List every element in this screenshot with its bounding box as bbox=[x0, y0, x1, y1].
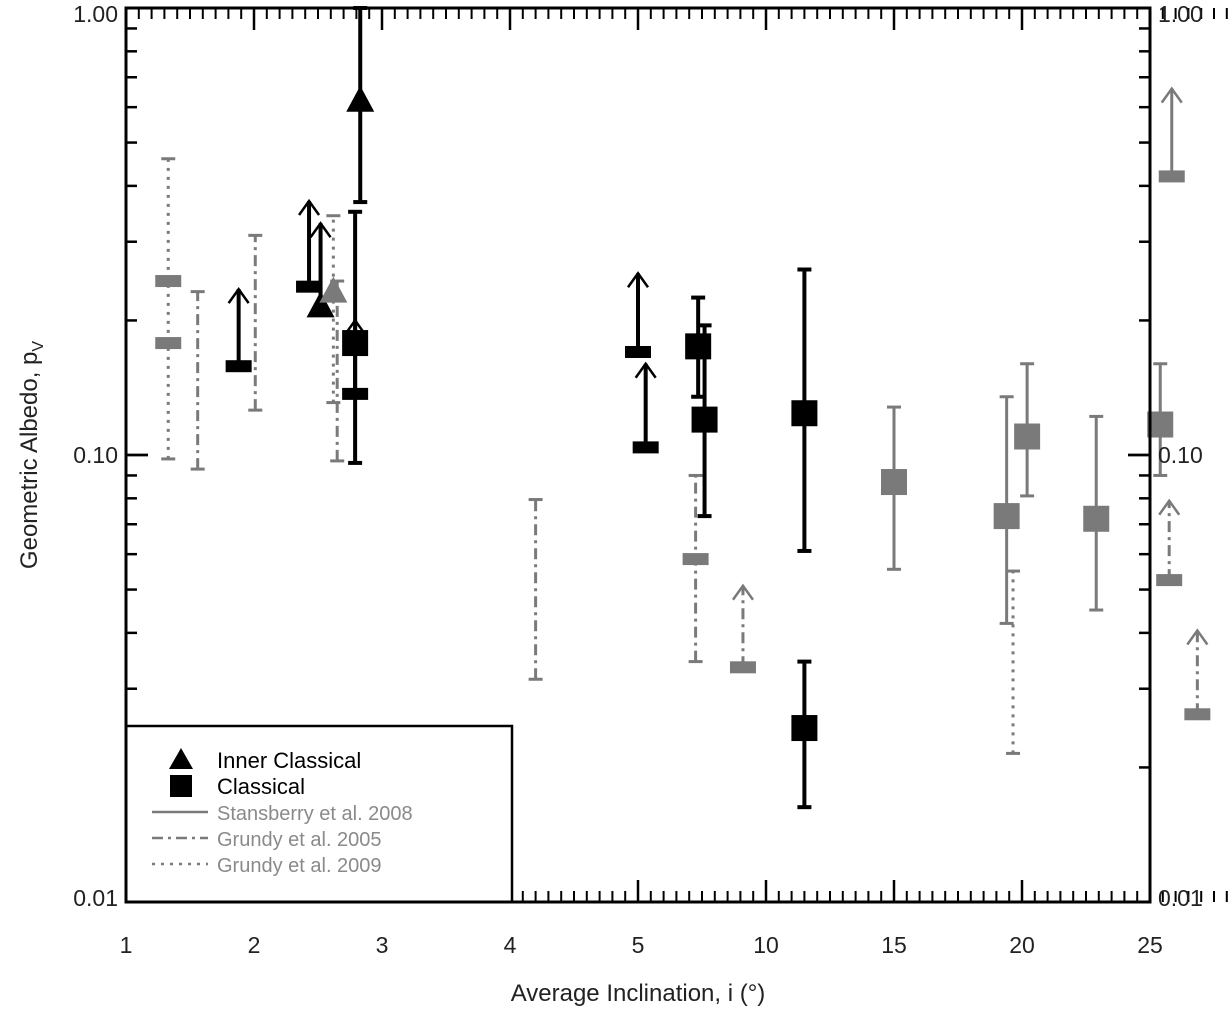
limit-arrow-head bbox=[1160, 86, 1183, 104]
data-point bbox=[346, 6, 375, 205]
y-axis-label-main: Geometric Albedo, p bbox=[16, 352, 43, 569]
legend-label: Grundy et al. 2005 bbox=[217, 829, 382, 851]
bar-marker bbox=[632, 441, 659, 454]
legend-triangle-symbol bbox=[169, 748, 193, 769]
bar-marker bbox=[342, 387, 369, 400]
data-point bbox=[190, 290, 205, 471]
x-tick-label: 3 bbox=[376, 932, 389, 958]
square-marker bbox=[691, 406, 718, 433]
bar-marker bbox=[296, 280, 323, 293]
square-marker bbox=[1147, 411, 1174, 438]
legend-label: Inner Classical bbox=[217, 748, 361, 773]
y-axis-label-sub: V bbox=[30, 341, 47, 352]
data-point bbox=[155, 337, 182, 350]
limit-arrow-head bbox=[626, 271, 650, 289]
triangle-marker bbox=[319, 276, 348, 303]
bar-marker bbox=[729, 661, 756, 674]
y-axis-label: Geometric Albedo, pV bbox=[16, 341, 47, 569]
limit-arrow-head bbox=[1186, 628, 1209, 646]
x-tick-label: 5 bbox=[632, 932, 645, 958]
data-point bbox=[1006, 569, 1021, 755]
data-point bbox=[1083, 414, 1110, 612]
data-point bbox=[306, 221, 335, 318]
x-tick-labels: 12345101520253035 bbox=[120, 932, 1163, 958]
limit-arrow-head bbox=[1158, 498, 1181, 516]
square-marker bbox=[791, 715, 818, 742]
triangle-marker bbox=[306, 291, 335, 318]
legend-label: Classical bbox=[217, 774, 305, 799]
limit-arrow-head bbox=[227, 286, 250, 304]
x-tick-label: 10 bbox=[753, 932, 779, 958]
legend-label: Grundy et al. 2009 bbox=[217, 855, 382, 877]
data-point bbox=[993, 395, 1020, 625]
square-marker bbox=[881, 469, 907, 496]
bar-marker bbox=[682, 553, 709, 566]
data-point bbox=[1158, 86, 1185, 183]
bar-marker bbox=[625, 345, 651, 358]
data-point bbox=[1156, 498, 1183, 587]
data-point bbox=[881, 405, 907, 571]
bar-marker bbox=[155, 337, 182, 350]
data-point bbox=[791, 267, 818, 553]
x-tick-label: 15 bbox=[881, 932, 907, 958]
data-point bbox=[528, 498, 543, 681]
bar-marker bbox=[1156, 574, 1183, 587]
data-point bbox=[691, 323, 718, 519]
y-tick-label-right: 0.10 bbox=[1158, 442, 1203, 468]
bar-marker bbox=[155, 275, 182, 288]
y-tick-label-right: 1.00 bbox=[1158, 1, 1203, 27]
limit-arrow-head bbox=[309, 221, 332, 238]
data-point bbox=[248, 233, 263, 412]
data-point bbox=[632, 361, 659, 454]
y-tick-label: 0.01 bbox=[73, 885, 118, 911]
y-tick-label: 0.10 bbox=[73, 442, 118, 468]
legend-label: Stansberry et al. 2008 bbox=[217, 803, 413, 825]
data-point bbox=[1147, 362, 1174, 477]
square-marker bbox=[1014, 423, 1041, 450]
data-point bbox=[225, 286, 252, 373]
triangle-marker bbox=[346, 85, 375, 112]
bar-marker bbox=[225, 360, 252, 373]
limit-arrow-head bbox=[634, 361, 657, 379]
x-tick-label: 4 bbox=[504, 932, 517, 958]
plot-frame bbox=[124, 6, 1152, 904]
data-point bbox=[1184, 628, 1211, 721]
x-tick-label: 20 bbox=[1009, 932, 1035, 958]
square-marker bbox=[685, 333, 712, 360]
bar-marker bbox=[1158, 170, 1185, 183]
square-marker bbox=[993, 503, 1020, 530]
data-point bbox=[155, 157, 182, 461]
square-marker bbox=[1083, 505, 1110, 532]
data-point bbox=[342, 318, 369, 400]
y-tick-labels: 1.00 1.00 0.10 0.10 0.01 0.01 bbox=[73, 1, 1203, 911]
limit-arrow-head bbox=[344, 318, 367, 336]
data-point bbox=[625, 271, 651, 358]
square-marker bbox=[791, 400, 818, 427]
x-tick-label: 25 bbox=[1137, 932, 1163, 958]
data-point bbox=[330, 279, 345, 463]
x-tick-label: 2 bbox=[248, 932, 261, 958]
y-tick-label-right: 0.01 bbox=[1158, 885, 1203, 911]
data-point bbox=[682, 473, 709, 664]
data-point bbox=[791, 659, 818, 810]
x-axis-label: Average Inclination, i (°) bbox=[511, 980, 766, 1007]
legend-square-symbol bbox=[170, 775, 192, 797]
data-point bbox=[685, 295, 712, 399]
data-point bbox=[1014, 362, 1041, 498]
limit-arrow-head bbox=[298, 198, 321, 216]
bar-marker bbox=[1184, 708, 1211, 721]
data-point bbox=[296, 198, 323, 293]
y-tick-label: 1.00 bbox=[73, 1, 118, 27]
data-point bbox=[729, 583, 756, 674]
chart-marks bbox=[155, 6, 1211, 810]
x-tick-label: 1 bbox=[120, 932, 133, 958]
limit-arrow-head bbox=[731, 583, 754, 601]
